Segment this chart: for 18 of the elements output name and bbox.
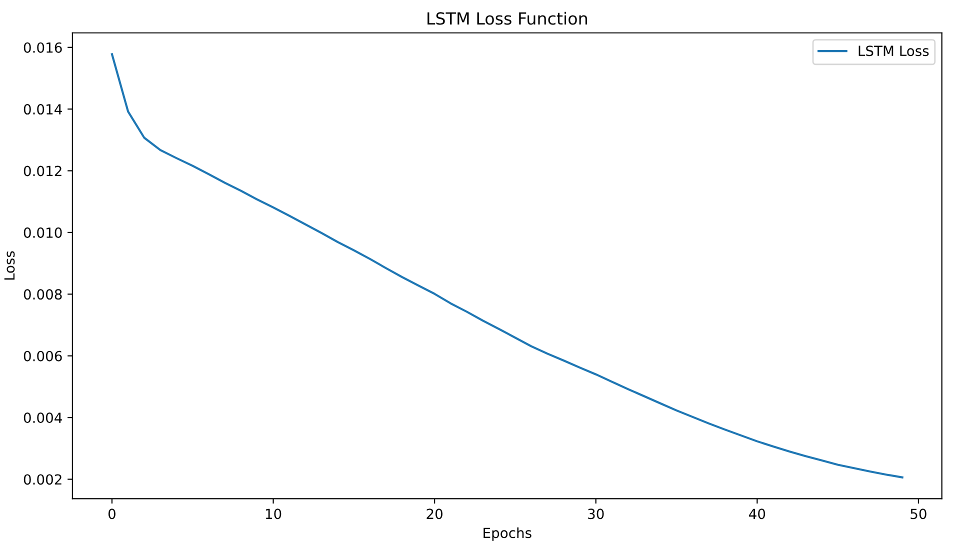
y-tick-label: 0.006 <box>24 350 62 362</box>
y-tick-label: 0.016 <box>24 42 62 53</box>
x-tick-label: 0 <box>108 508 116 520</box>
y-tick-label: 0.004 <box>24 412 62 424</box>
x-tick-label: 30 <box>588 508 604 520</box>
y-tick-label: 0.014 <box>24 104 62 115</box>
chart-title: LSTM Loss Function <box>428 12 587 25</box>
legend-label: LSTM Loss <box>858 46 929 56</box>
x-tick-label: 20 <box>426 508 442 520</box>
x-tick-label: 50 <box>910 508 926 520</box>
y-axis-title: Loss <box>4 251 15 280</box>
x-tick-label: 40 <box>749 508 766 520</box>
y-tick-label: 0.008 <box>24 289 62 300</box>
y-tick-label: 0.010 <box>24 227 62 238</box>
y-tick-label: 0.012 <box>24 166 62 176</box>
x-tick-label: 10 <box>266 508 282 520</box>
y-tick-label: 0.002 <box>24 474 62 485</box>
x-axis-title: Epochs <box>484 527 532 541</box>
